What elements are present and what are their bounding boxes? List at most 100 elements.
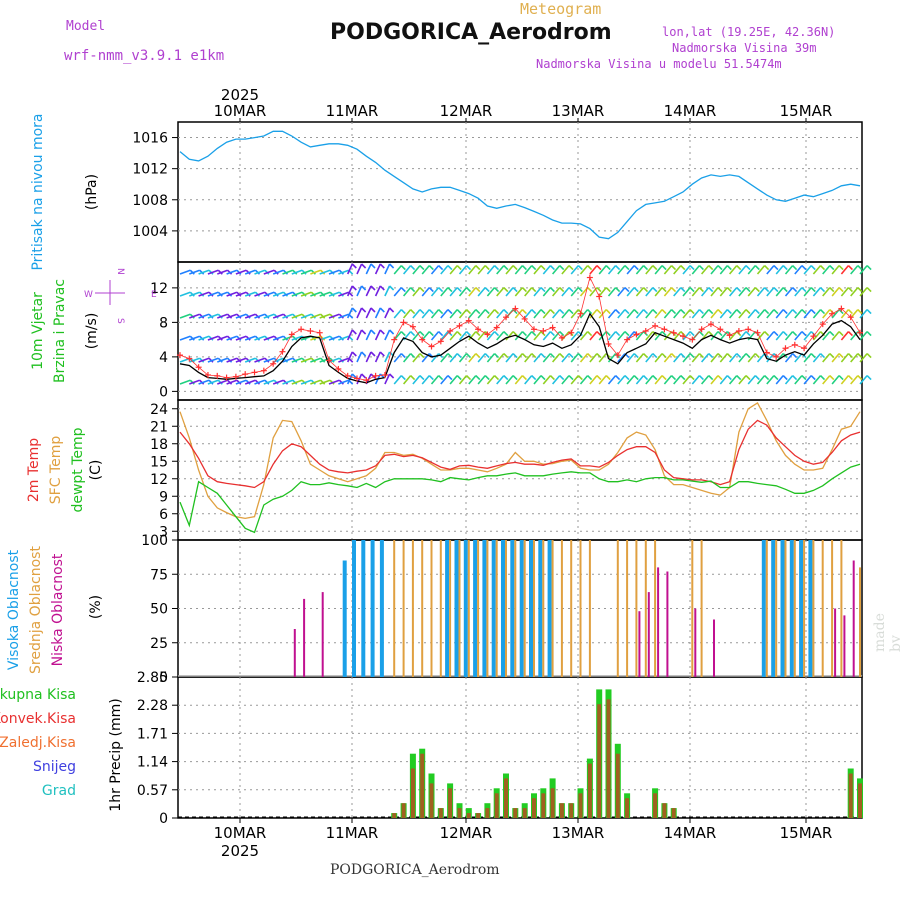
wind-barb xyxy=(412,287,421,297)
wind-barb xyxy=(514,265,524,275)
wind-barb-flag xyxy=(531,375,537,381)
wind-barb-flag xyxy=(410,353,416,359)
xtick-bottom-label-1: 11MAR xyxy=(326,824,379,842)
wind-barb xyxy=(570,309,579,319)
wind-barb xyxy=(254,335,266,341)
precip-bar-convective xyxy=(494,793,499,818)
wind-barb xyxy=(524,265,533,275)
wind-barb-flag xyxy=(866,375,872,381)
cloud-bar-visoka-oblacnost xyxy=(547,540,552,677)
wind-barb xyxy=(812,353,822,363)
precip-bar-total xyxy=(465,808,472,818)
wind-barb xyxy=(235,313,247,319)
wind-barb xyxy=(719,265,728,275)
wind-barb xyxy=(812,309,822,319)
wind-barb xyxy=(486,265,496,275)
wind-barb-flag xyxy=(438,287,444,293)
wind-barb xyxy=(402,309,412,319)
wind-barb-flag xyxy=(819,265,826,271)
wind-barb xyxy=(319,335,331,341)
wind-barb xyxy=(384,285,391,297)
wind-barb xyxy=(691,375,701,385)
cloud-bar-srednja-oblacnost xyxy=(700,540,703,677)
cloud-bar-visoka-oblacnost xyxy=(808,540,813,677)
wind-barb xyxy=(784,353,794,363)
precip-bar-convective xyxy=(587,763,592,818)
xtick-bottom-label-0: 10MAR xyxy=(214,824,267,842)
wind-barb-flag xyxy=(410,331,416,337)
wind-barb-flag xyxy=(698,265,704,271)
wind-barb xyxy=(207,379,219,385)
wind-barb xyxy=(328,379,340,385)
wind-barb-flag xyxy=(577,287,583,293)
wind-barb-flag xyxy=(838,353,844,359)
wind-barb-flag xyxy=(773,287,779,293)
wind-barb xyxy=(486,309,496,319)
wind-barb xyxy=(645,331,654,341)
cloud-bar-srednja-oblacnost xyxy=(402,540,405,677)
wind-barb xyxy=(458,265,468,275)
wind-barb xyxy=(691,309,701,319)
cloud-bar-visoka-oblacnost xyxy=(361,540,366,677)
wind-barb-flag xyxy=(428,309,434,315)
wind-barb xyxy=(598,331,607,341)
precip-bar-convective xyxy=(457,808,462,818)
wind-barb xyxy=(189,379,200,385)
wind-barb-flag xyxy=(670,353,677,359)
wind-barb xyxy=(561,265,570,275)
wind-barb-flag xyxy=(838,309,844,315)
wind-barb xyxy=(784,331,794,341)
wind-barb xyxy=(775,331,784,341)
wind-barb-flag xyxy=(531,309,537,315)
wind-barb xyxy=(496,309,505,319)
wind-barb xyxy=(244,335,256,341)
precip-bar-convective xyxy=(532,798,536,818)
precip-bar-convective xyxy=(625,798,630,818)
wind-barb-flag xyxy=(680,353,686,359)
wind-barb xyxy=(607,353,617,363)
wind-barb xyxy=(682,287,691,297)
wind-barb xyxy=(784,287,794,297)
wind-barb xyxy=(738,287,747,297)
wind-barb xyxy=(570,353,579,363)
wind-barb xyxy=(766,287,775,297)
ytick-label-temperature-1: 6 xyxy=(159,507,168,523)
wind-barb-flag xyxy=(764,309,770,315)
wind-barb-flag xyxy=(810,287,816,293)
wind-barb xyxy=(374,329,382,341)
wind-barb xyxy=(831,375,840,385)
wind-barb-flag xyxy=(829,353,835,359)
wind-barb xyxy=(198,291,210,297)
wind-barb xyxy=(198,269,210,275)
wind-barb-flag xyxy=(745,331,751,337)
wind-barb-flag xyxy=(400,353,406,359)
wind-barb-flag xyxy=(857,375,863,381)
wind-barb-flag xyxy=(661,331,667,337)
cloud-bar-srednja-oblacnost xyxy=(523,540,526,677)
wind-barb-flag xyxy=(559,353,565,359)
wind-barb xyxy=(850,331,859,341)
precip-legend-2: Zaledj.Kisa xyxy=(0,735,76,751)
wind-barb-flag xyxy=(456,375,462,381)
wind-barb-flag xyxy=(624,265,630,271)
wind-barb-flag xyxy=(577,331,583,337)
wind-barb-flag xyxy=(419,287,425,293)
wind-barb-flag xyxy=(605,309,611,315)
wind-barb xyxy=(738,375,747,385)
wind-barb-flag xyxy=(847,331,853,337)
wind-barb xyxy=(449,309,458,319)
wind-barb xyxy=(449,353,458,363)
wind-barb xyxy=(682,375,691,385)
precip-bar-convective xyxy=(550,788,555,818)
ytick-label-wind-3: 12 xyxy=(150,281,168,297)
wind-barb xyxy=(728,375,738,385)
precip-bar-convective xyxy=(848,773,853,818)
wind-barb-flag xyxy=(680,309,686,315)
precip-bar-convective xyxy=(410,768,415,818)
wind-barb xyxy=(663,375,673,385)
wind-barb-flag xyxy=(661,309,667,315)
wind-barb xyxy=(412,375,421,385)
wind-barb-flag xyxy=(361,307,367,313)
wind-barb xyxy=(226,357,238,363)
cloud-bar-srednja-oblacnost xyxy=(505,540,507,677)
